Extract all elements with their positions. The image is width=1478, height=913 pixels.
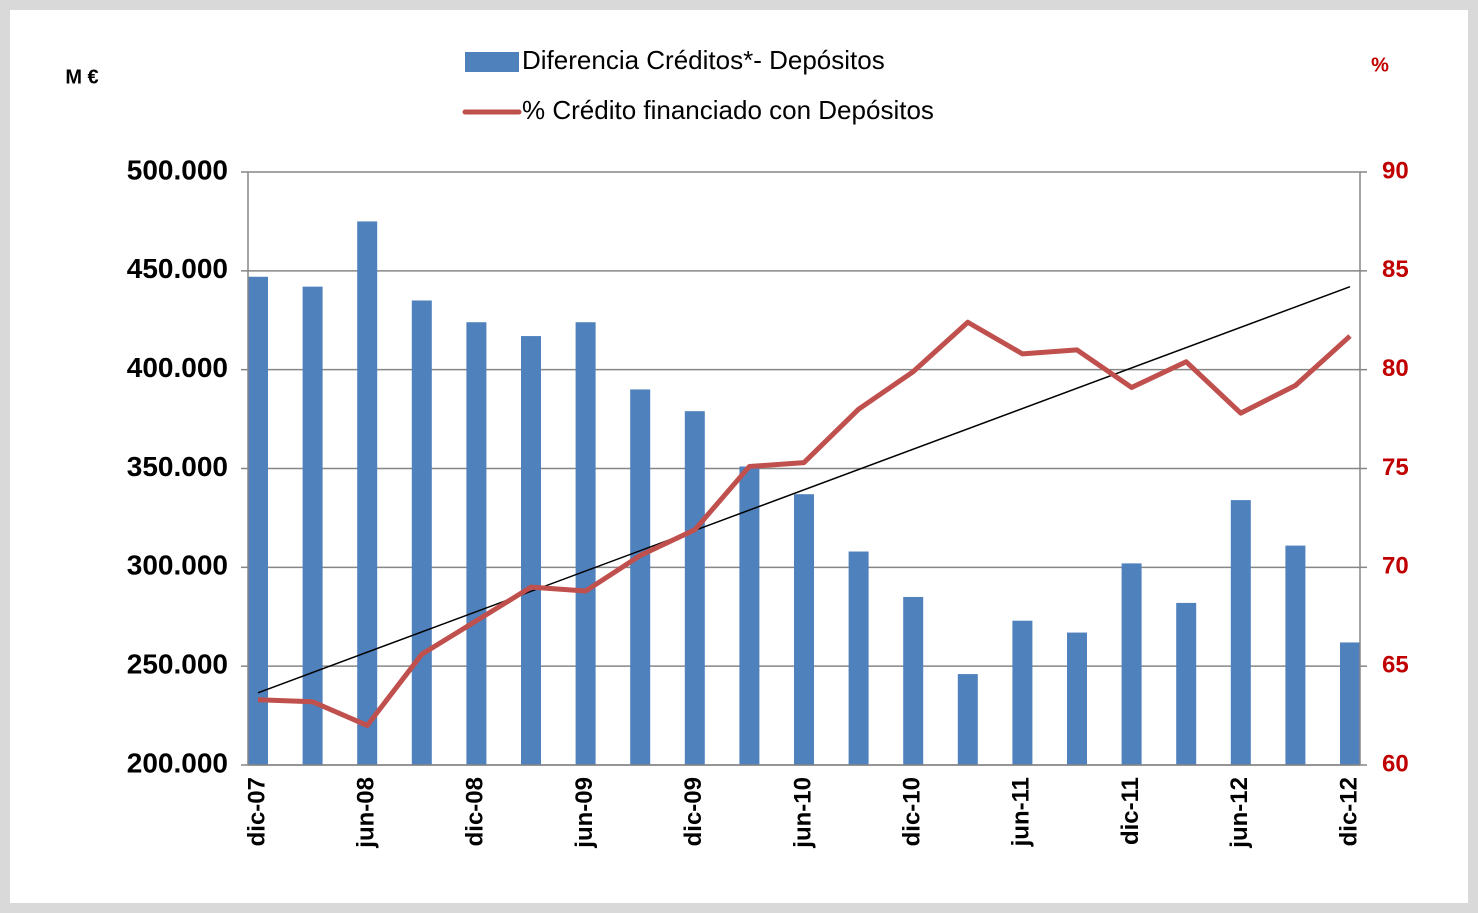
bar — [466, 322, 487, 765]
bar — [302, 286, 323, 765]
bar — [1230, 500, 1251, 765]
bar — [903, 596, 924, 765]
y2-tick-label: 90 — [1382, 157, 1409, 184]
chart-background — [10, 10, 1468, 903]
bar — [1012, 620, 1033, 765]
y2-tick-label: 70 — [1382, 553, 1409, 580]
y-tick-label: 300.000 — [127, 550, 228, 581]
x-tick-label: jun-08 — [353, 777, 380, 849]
x-tick-label: jun-10 — [789, 777, 816, 849]
line-series — [257, 319, 1352, 728]
y-tick-label: 400.000 — [127, 352, 228, 383]
bar — [1176, 602, 1197, 765]
x-tick-label: dic-12 — [1335, 777, 1362, 846]
y-tick-label: 450.000 — [127, 253, 228, 284]
bar — [1121, 563, 1142, 765]
x-tick-label: dic-09 — [680, 777, 707, 846]
bar — [848, 551, 869, 765]
x-tick-label: jun-09 — [571, 777, 598, 849]
bar — [1067, 632, 1087, 765]
y2-tick-label: 80 — [1382, 355, 1409, 382]
y-tick-label: 200.000 — [127, 747, 228, 778]
x-tick-label: dic-07 — [243, 777, 270, 846]
bar — [957, 674, 978, 765]
x-tick-label: dic-11 — [1117, 777, 1144, 845]
legend-swatch — [465, 52, 519, 72]
x-tick-label: jun-11 — [1008, 777, 1035, 847]
bar — [357, 221, 378, 765]
bar — [1285, 545, 1306, 765]
y-axis-label: M € — [65, 66, 98, 88]
bar — [411, 300, 432, 765]
bar — [684, 411, 705, 765]
y2-tick-label: 75 — [1382, 454, 1409, 481]
bar — [739, 466, 760, 765]
y-tick-label: 350.000 — [127, 451, 228, 482]
y2-tick-label: 60 — [1382, 750, 1409, 777]
y2-tick-label: 65 — [1382, 652, 1409, 679]
y-tick-label: 500.000 — [127, 154, 228, 185]
legend-label: Diferencia Créditos*- Depósitos — [522, 45, 885, 75]
legend-label: % Crédito financiado con Depósitos — [522, 95, 934, 125]
bar — [630, 389, 651, 765]
bar — [521, 336, 541, 765]
bar — [248, 276, 268, 765]
bar — [794, 494, 814, 765]
trendline — [257, 285, 1351, 694]
y-tick-label: 250.000 — [127, 649, 228, 680]
y2-tick-label: 85 — [1382, 256, 1409, 283]
x-tick-label: dic-08 — [462, 777, 489, 846]
x-tick-label: jun-12 — [1226, 777, 1253, 849]
bar — [575, 322, 596, 765]
y2-axis-label: % — [1371, 54, 1389, 76]
x-tick-label: dic-10 — [899, 777, 926, 846]
bar — [1340, 642, 1360, 765]
